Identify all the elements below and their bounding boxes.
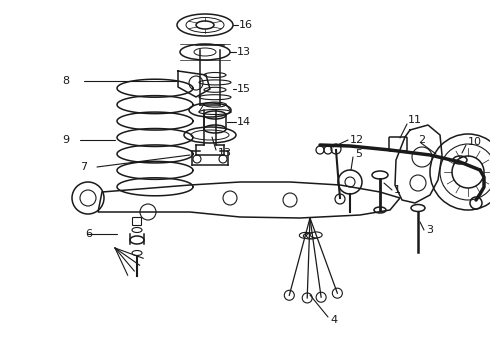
Text: 1: 1 — [394, 185, 401, 195]
Text: 14: 14 — [237, 117, 251, 127]
Text: 11: 11 — [408, 115, 422, 125]
Text: 16: 16 — [239, 20, 253, 30]
Text: 3: 3 — [426, 225, 433, 235]
Circle shape — [284, 290, 294, 300]
Text: 9: 9 — [62, 135, 69, 145]
Ellipse shape — [299, 233, 311, 238]
Text: 12: 12 — [350, 135, 364, 145]
Text: 8: 8 — [62, 76, 69, 86]
Text: 2: 2 — [418, 135, 425, 145]
Circle shape — [302, 293, 312, 303]
Ellipse shape — [303, 233, 316, 239]
Text: 13: 13 — [237, 47, 251, 57]
Text: 15: 15 — [237, 84, 251, 94]
Text: 10: 10 — [468, 137, 482, 147]
Text: 4: 4 — [330, 315, 337, 325]
Text: 13: 13 — [218, 148, 232, 158]
Circle shape — [316, 292, 326, 302]
Circle shape — [332, 288, 343, 298]
Text: 7: 7 — [80, 162, 87, 172]
Text: 5: 5 — [355, 149, 362, 159]
Ellipse shape — [307, 233, 318, 239]
Ellipse shape — [310, 232, 322, 238]
Text: 6: 6 — [85, 229, 92, 239]
